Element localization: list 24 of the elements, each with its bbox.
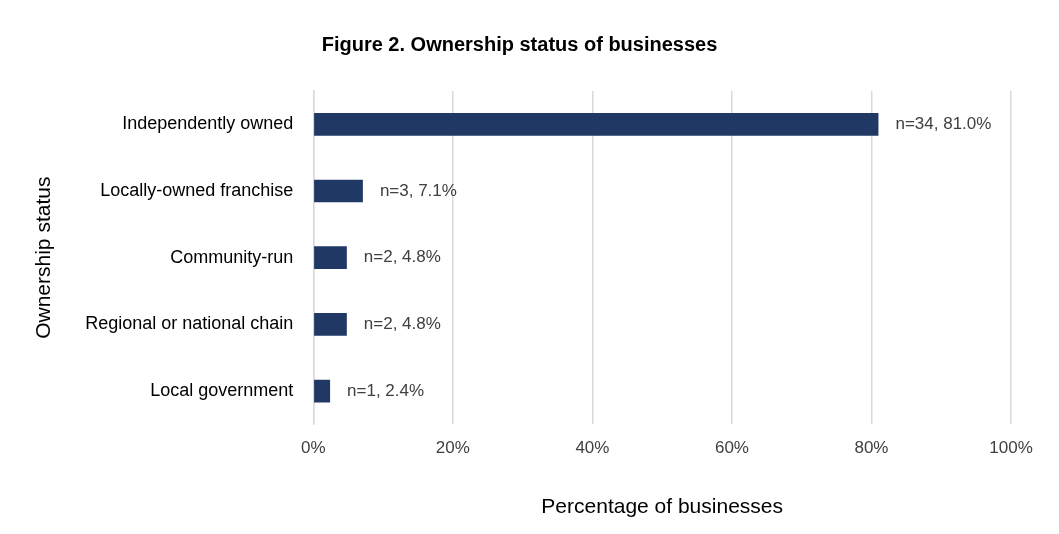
x-tick-label: 60% — [714, 438, 749, 458]
y-tick-label: Community-run — [170, 246, 294, 267]
chart-title: Figure 2. Ownership status of businesses — [321, 32, 718, 55]
data-label: n=2, 4.8% — [363, 247, 441, 267]
x-tick-label: 0% — [301, 438, 326, 458]
y-tick-label: Locally-owned franchise — [100, 179, 294, 200]
bar — [314, 379, 331, 403]
data-label: n=2, 4.8% — [363, 314, 441, 334]
bar — [314, 113, 879, 136]
bar — [314, 313, 347, 336]
x-tick-label: 20% — [435, 438, 470, 458]
x-tick-label: 80% — [854, 438, 889, 458]
data-label: n=34, 81.0% — [895, 114, 992, 134]
x-tick-label: 40% — [575, 438, 610, 458]
y-tick-label: Regional or national chain — [85, 313, 294, 334]
data-label: n=3, 7.1% — [379, 180, 457, 200]
y-tick-label: Local government — [150, 380, 294, 401]
y-axis-title: Ownership status — [31, 176, 55, 339]
x-tick-label: 100% — [989, 438, 1033, 458]
x-axis-title: Percentage of businesses — [541, 494, 783, 518]
bar — [314, 246, 347, 270]
bar — [314, 179, 363, 203]
data-label: n=1, 2.4% — [347, 380, 425, 400]
y-tick-label: Independently owned — [122, 113, 294, 134]
